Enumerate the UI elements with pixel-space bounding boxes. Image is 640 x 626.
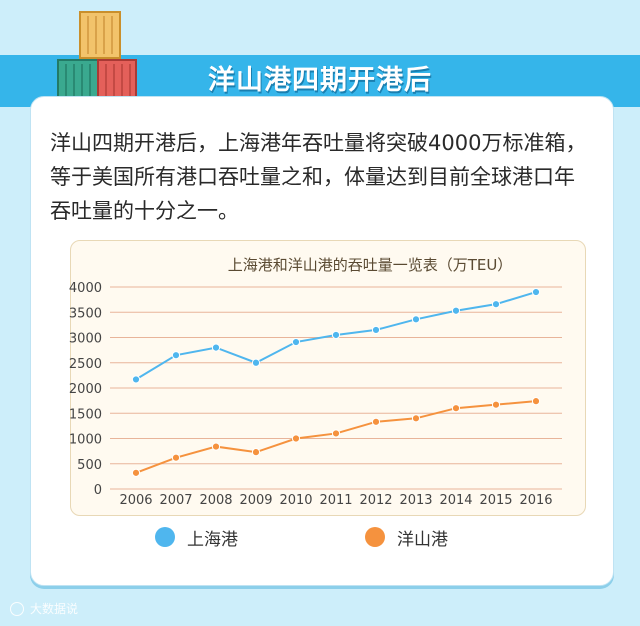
intro-paragraph: 洋山四期开港后，上海港年吞吐量将突破4000万标准箱，等于美国所有港口吞吐量之和… [50,131,587,223]
watermark-text: 大数据说 [30,602,79,616]
data-point [291,434,301,443]
legend-item-shanghai: 上海港 [155,524,238,550]
legend-item-yangshan: 洋山港 [365,524,448,550]
yellow-container-icon [79,11,121,59]
data-point [411,414,421,423]
y-tick-label: 2500 [69,357,102,372]
data-point [451,404,461,413]
chart-title: 上海港和洋山港的吞吐量一览表（万TEU） [228,256,513,274]
x-tick-label: 2007 [159,493,192,508]
data-point [411,315,421,324]
x-tick-label: 2012 [359,493,392,508]
y-tick-label: 3000 [69,332,102,347]
legend-label: 洋山港 [397,529,448,550]
data-point [531,287,541,297]
data-point [171,453,181,462]
data-point [531,397,541,406]
x-tick-label: 2014 [439,493,472,508]
data-point [131,468,141,477]
y-tick-label: 500 [77,458,102,473]
y-tick-label: 1500 [69,407,102,422]
y-tick-label: 0 [94,483,102,498]
watermark: 大数据说 [10,600,78,617]
banner-title: 洋山港四期开港后 [208,65,432,96]
watermark-logo-icon [10,601,24,616]
y-tick-label: 2000 [69,382,102,397]
data-point [251,358,261,367]
x-tick-label: 2013 [399,493,432,508]
data-point [131,375,141,384]
y-tick-label: 1000 [69,433,102,448]
chart-panel [70,240,586,516]
x-tick-label: 2010 [279,493,312,508]
data-point [291,337,301,347]
data-point [491,400,501,409]
y-tick-label: 4000 [69,281,102,296]
x-tick-label: 2016 [519,493,552,508]
x-tick-label: 2011 [319,493,352,508]
data-point [331,330,341,340]
data-point [171,351,181,360]
legend-dot-icon [155,527,175,547]
x-tick-label: 2006 [119,493,152,508]
x-tick-label: 2008 [199,493,232,508]
data-point [491,300,501,309]
data-point [371,417,381,426]
data-point [211,343,221,352]
data-point [251,448,261,457]
data-point [211,442,221,451]
legend-dot-icon [365,527,385,547]
data-point [331,429,341,438]
legend-label: 上海港 [187,529,238,550]
data-point [371,325,381,335]
x-tick-label: 2009 [239,493,272,508]
y-tick-label: 3500 [69,306,102,321]
data-point [451,306,461,315]
x-tick-label: 2015 [479,493,512,508]
